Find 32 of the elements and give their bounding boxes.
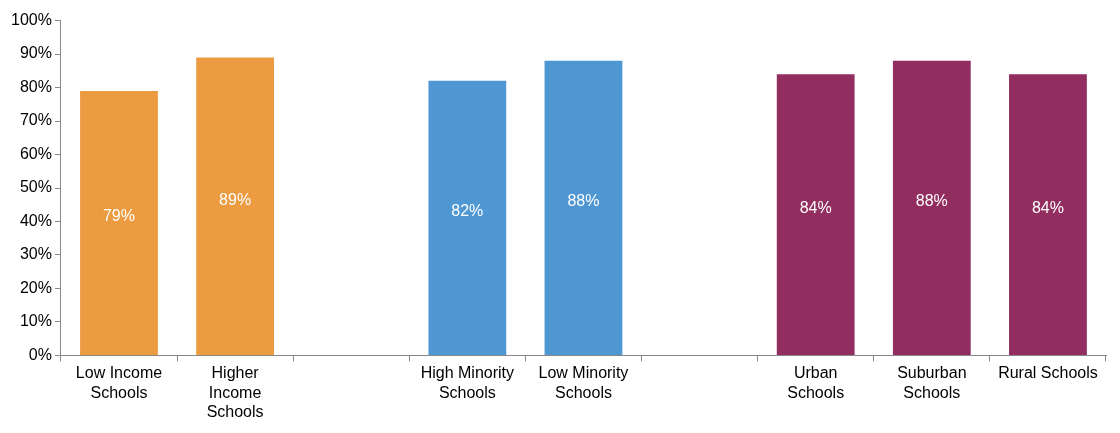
y-tick-label: 0% (28, 345, 52, 363)
data-label: 79% (102, 207, 135, 225)
data-label: 82% (451, 202, 484, 220)
bar (544, 60, 623, 355)
y-tick-label: 40% (19, 211, 52, 229)
data-label: 84% (799, 198, 832, 216)
x-tick-label: Higher Income Schools (206, 364, 264, 420)
y-tick-label: 20% (19, 278, 52, 296)
data-label: 84% (1031, 198, 1064, 216)
y-tick-label: 90% (19, 44, 52, 62)
bar (1009, 74, 1087, 355)
y-tick-label: 30% (19, 245, 52, 263)
x-tick-label: Suburban Schools (897, 364, 967, 401)
y-tick-label: 60% (19, 144, 52, 162)
x-tick-label: Low Income Schools (75, 364, 163, 401)
bar (428, 80, 507, 355)
x-tick-label: Rural Schools (998, 364, 1098, 382)
y-tick-label: 100% (11, 11, 52, 29)
y-tick-label: 80% (19, 77, 52, 95)
bar (196, 57, 274, 355)
data-label: 88% (567, 192, 600, 210)
y-tick-label: 70% (19, 111, 52, 129)
data-label: 89% (219, 190, 252, 208)
x-tick-label: Urban Schools (787, 364, 845, 401)
bar (80, 90, 158, 355)
y-tick-label: 50% (19, 178, 52, 196)
y-tick-label: 10% (19, 312, 52, 330)
x-tick-label: High Minority Schools (420, 364, 515, 401)
bar (892, 60, 971, 355)
data-label: 88% (915, 192, 948, 210)
bar (776, 74, 855, 355)
x-tick-label: Low Minority Schools (538, 364, 629, 401)
